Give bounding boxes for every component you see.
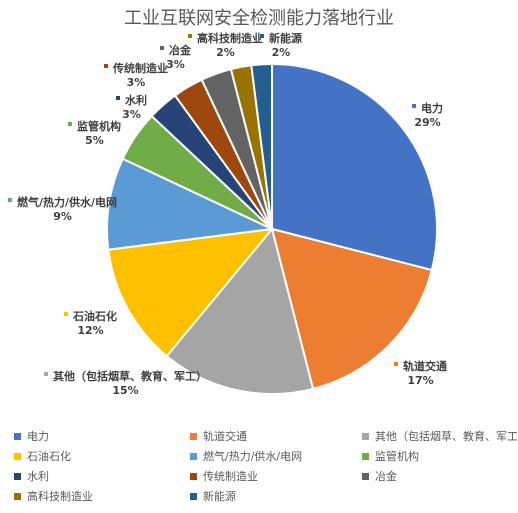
legend-label-6: 水利 [27,470,49,483]
legend-label-2: 其他（包括烟草、教育、军工） [375,430,518,443]
slice-label-name-9: 高科技制造业 [197,32,263,45]
slice-label-percent-3: 12% [77,324,104,337]
legend-item-4: 燃气/热力/供水/电网 [190,450,302,464]
legend-swatch-4 [190,452,197,460]
slice-label-percent-6: 3% [122,108,141,121]
slice-label-1: 轨道交通 17% [394,360,447,388]
slice-label-10: 新能源 2% [260,32,302,60]
slice-label-key-8 [160,46,164,50]
slice-label-2: 其他（包括烟草、教育、军工） 15% [44,370,207,398]
legend-label-8: 冶金 [375,470,397,483]
legend-item-8: 冶金 [362,470,397,484]
pie-slice-2 [165,226,315,395]
slice-label-name-5: 监管机构 [77,120,121,133]
slice-label-name-8: 冶金 [169,44,191,57]
legend-item-5: 监管机构 [362,450,419,464]
legend-swatch-7 [190,472,197,480]
legend-swatch-5 [362,452,369,460]
slice-label-name-1: 轨道交通 [403,360,447,373]
slice-label-7: 传统制造业 3% [104,62,168,90]
legend-swatch-0 [14,432,21,440]
legend-label-7: 传统制造业 [203,470,258,483]
legend-label-9: 高科技制造业 [27,490,93,503]
legend-label-1: 轨道交通 [203,430,247,443]
pie-slice-10 [250,62,273,230]
slice-label-9: 高科技制造业 2% [188,32,263,60]
slice-label-percent-2: 15% [112,384,139,397]
slice-label-key-2 [44,372,48,376]
slice-label-4: 燃气/热力/供水/电网 9% [8,196,117,224]
legend-label-0: 电力 [27,430,49,443]
legend-swatch-1 [190,432,197,440]
slice-label-percent-0: 29% [414,116,441,129]
legend-item-6: 水利 [14,470,49,484]
legend-label-4: 燃气/热力/供水/电网 [203,450,303,463]
legend-item-9: 高科技制造业 [14,490,93,504]
slice-label-name-2: 其他（包括烟草、教育、军工） [53,370,207,383]
slice-label-3: 石油石化 12% [64,310,117,338]
legend-item-2: 其他（包括烟草、教育、军工） [362,430,518,444]
legend-item-7: 传统制造业 [190,470,258,484]
slice-label-key-7 [104,64,108,68]
slice-label-key-4 [8,198,12,202]
pie-slice-1 [270,227,434,391]
legend-item-0: 电力 [14,430,49,444]
slice-label-key-10 [260,34,264,38]
slice-label-percent-7: 3% [126,76,146,89]
legend-swatch-6 [14,472,21,480]
slice-label-name-6: 水利 [125,94,147,107]
legend-label-10: 新能源 [203,490,236,503]
legend-swatch-3 [14,452,21,460]
pie-slice-4 [106,157,276,251]
pie-chart [106,62,438,395]
slice-label-key-1 [394,362,398,366]
legend-label-3: 石油石化 [27,450,71,463]
slice-label-key-0 [412,104,416,108]
slice-label-name-10: 新能源 [269,32,302,45]
pie-slice-3 [107,227,275,358]
chart-title: 工业互联网安全检测能力落地行业 [124,8,394,29]
slice-label-name-3: 石油石化 [73,310,117,323]
slice-label-name-4: 燃气/热力/供水/电网 [17,196,118,209]
slice-label-key-5 [68,122,72,126]
slice-label-percent-1: 17% [407,374,434,387]
slice-label-percent-9: 2% [216,46,235,59]
legend-swatch-9 [14,492,21,500]
slice-label-6: 水利 3% [116,94,147,122]
slice-label-5: 监管机构 5% [68,120,121,148]
slice-label-name-7: 传统制造业 [113,62,168,75]
legend-label-5: 监管机构 [375,450,419,463]
slice-label-key-3 [64,312,68,316]
slice-label-percent-4: 9% [53,210,72,223]
legend-item-1: 轨道交通 [190,430,247,444]
slice-label-8: 冶金 3% [160,44,191,72]
slice-label-percent-5: 5% [85,134,104,147]
slice-label-percent-10: 2% [271,46,291,59]
legend-item-3: 石油石化 [14,450,71,464]
slice-label-key-9 [188,34,192,38]
legend-swatch-8 [362,472,369,480]
slice-label-0: 电力 29% [412,102,443,130]
legend-item-10: 新能源 [190,490,236,504]
slice-label-percent-8: 3% [166,58,185,71]
legend-swatch-10 [190,492,197,500]
slice-label-name-0: 电力 [421,102,443,115]
pie-slice-0 [271,62,438,272]
slice-label-key-6 [116,96,120,100]
legend-swatch-2 [362,432,369,440]
